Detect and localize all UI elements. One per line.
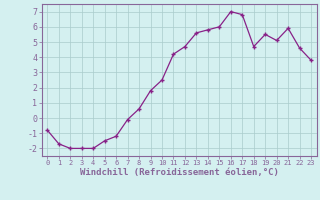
X-axis label: Windchill (Refroidissement éolien,°C): Windchill (Refroidissement éolien,°C) xyxy=(80,168,279,177)
